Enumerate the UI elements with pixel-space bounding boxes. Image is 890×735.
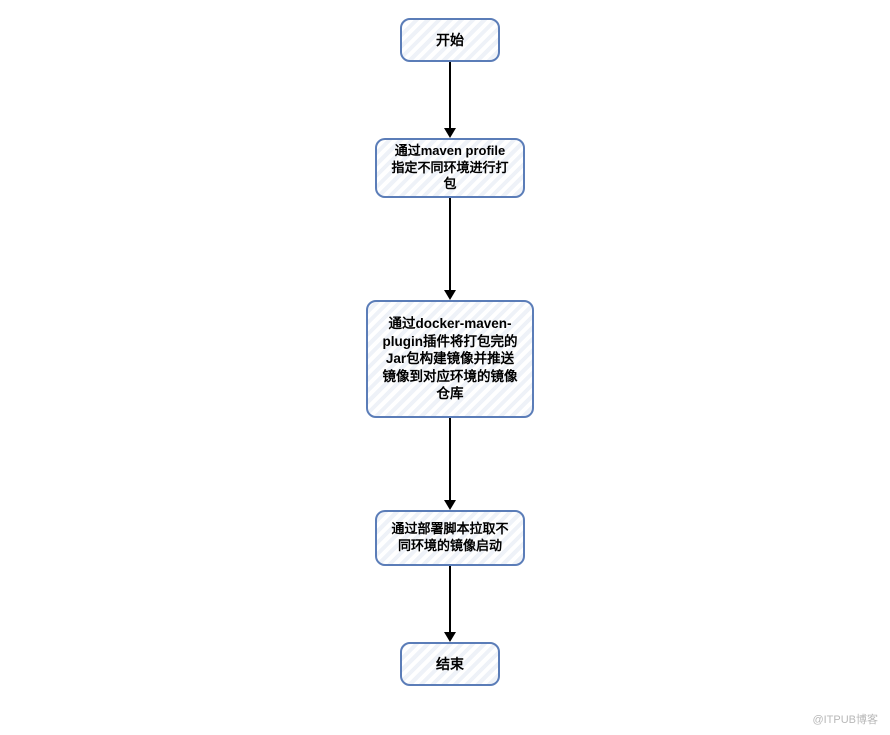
edge-line [449, 566, 451, 632]
node-label: 结束 [436, 655, 464, 673]
arrow-head-icon [444, 290, 456, 300]
edge-line [449, 418, 451, 500]
edge-line [449, 62, 451, 128]
node-label: 开始 [436, 31, 464, 49]
node-label: 通过docker-maven-plugin插件将打包完的Jar包构建镜像并推送镜… [380, 315, 520, 403]
arrow-head-icon [444, 632, 456, 642]
edge-line [449, 198, 451, 290]
node-end: 结束 [400, 642, 500, 686]
node-label: 通过部署脚本拉取不同环境的镜像启动 [389, 521, 511, 555]
watermark-text: @ITPUB博客 [812, 711, 878, 727]
node-step2: 通过docker-maven-plugin插件将打包完的Jar包构建镜像并推送镜… [366, 300, 534, 418]
arrow-head-icon [444, 128, 456, 138]
node-start: 开始 [400, 18, 500, 62]
node-label: 通过maven profile指定不同环境进行打包 [389, 143, 511, 194]
flowchart-container: 开始通过maven profile指定不同环境进行打包通过docker-mave… [0, 0, 890, 735]
node-step3: 通过部署脚本拉取不同环境的镜像启动 [375, 510, 525, 566]
node-step1: 通过maven profile指定不同环境进行打包 [375, 138, 525, 198]
arrow-head-icon [444, 500, 456, 510]
